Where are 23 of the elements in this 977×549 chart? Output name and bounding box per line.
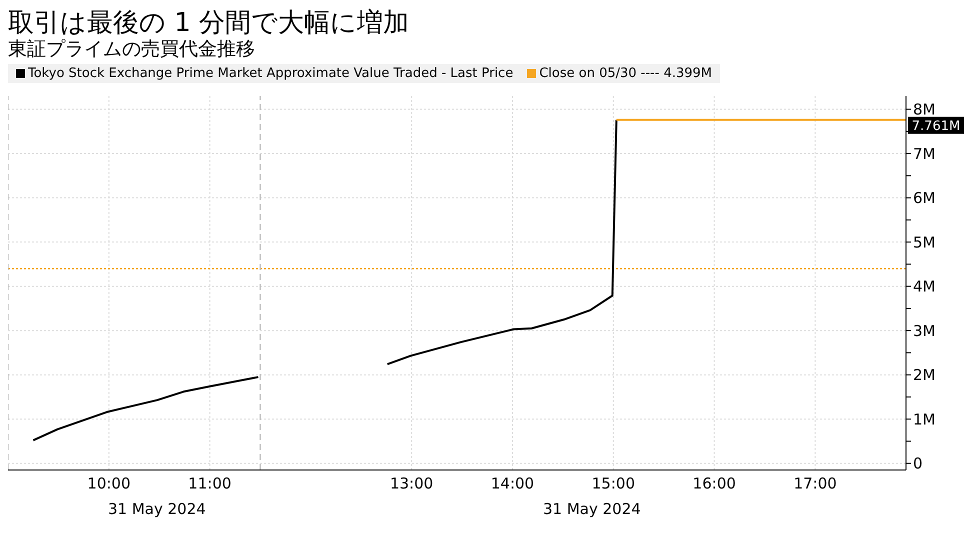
text: 31 May 2024 — [108, 500, 206, 518]
y-tick-label: 1M — [913, 410, 936, 428]
x-tick-label: 11:00 — [188, 474, 232, 493]
x-tick-label: 13:00 — [390, 474, 434, 493]
chart-title: 取引は最後の 1 分間で大幅に増加 — [8, 8, 410, 38]
y-tick-label: 7M — [913, 144, 936, 163]
y-tick-label: 0 — [913, 454, 923, 473]
legend-label: Close on 05/30 ---- 4.399M — [538, 66, 712, 81]
chart-subtitle: 東証プライムの売買代金推移 — [8, 38, 256, 60]
y-tick-label: 4M — [913, 278, 936, 296]
y-tick-label: 5M — [913, 233, 936, 252]
text: 31 May 2024 — [543, 500, 641, 518]
y-tick-label: 3M — [913, 322, 936, 340]
x-tick-label: 15:00 — [592, 474, 636, 493]
legend-label: Tokyo Stock Exchange Prime Market Approximate Value Traded - Last Price — [27, 66, 514, 81]
y-tick-label: 6M — [913, 189, 936, 208]
y-tick-label: 8M — [913, 100, 936, 119]
x-tick-label: 14:00 — [490, 474, 534, 493]
annotation: 7.761M — [912, 118, 960, 134]
x-tick-label: 10:00 — [87, 474, 131, 493]
x-tick-label: 16:00 — [692, 474, 736, 493]
y-tick-label: 2M — [913, 366, 936, 384]
x-tick-label: 17:00 — [794, 474, 837, 493]
